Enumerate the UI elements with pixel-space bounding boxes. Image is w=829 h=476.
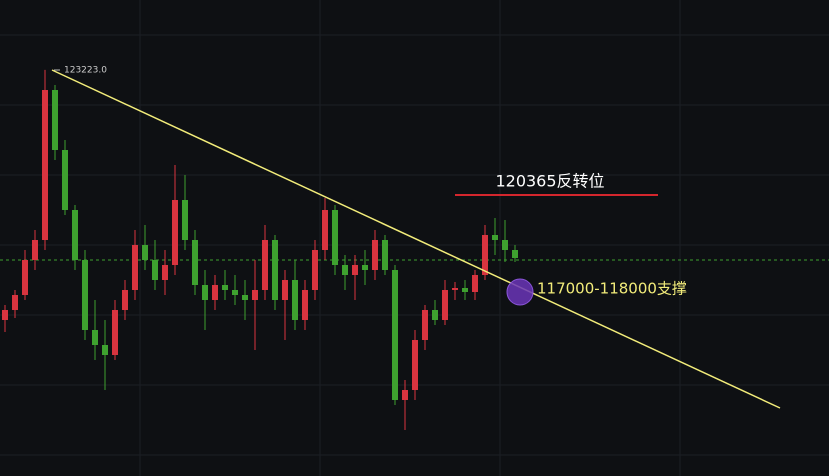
candle-body bbox=[422, 310, 428, 340]
candle-body bbox=[182, 200, 188, 240]
candle-body bbox=[402, 390, 408, 400]
support-label: 117000-118000支撑 bbox=[537, 280, 687, 298]
candle-body bbox=[62, 150, 68, 210]
candle-body bbox=[382, 240, 388, 270]
candle-body bbox=[152, 260, 158, 280]
candle-body bbox=[332, 210, 338, 265]
candle-body bbox=[262, 240, 268, 290]
candle-body bbox=[392, 270, 398, 400]
candle-body bbox=[212, 285, 218, 300]
candle-body bbox=[192, 240, 198, 285]
candle-body bbox=[102, 345, 108, 355]
candle-body bbox=[442, 290, 448, 320]
candle-body bbox=[202, 285, 208, 300]
candle-body bbox=[372, 240, 378, 270]
candle-body bbox=[232, 290, 238, 295]
candle-body bbox=[82, 260, 88, 330]
candle-body bbox=[42, 90, 48, 240]
candle-body bbox=[72, 210, 78, 260]
candle-body bbox=[142, 245, 148, 260]
candle-body bbox=[342, 265, 348, 275]
candle-body bbox=[462, 288, 468, 292]
candle-body bbox=[132, 245, 138, 290]
candle-body bbox=[292, 280, 298, 320]
candle-body bbox=[472, 275, 478, 292]
candle-body bbox=[32, 240, 38, 260]
trend-line bbox=[51, 69, 781, 409]
candle-body bbox=[92, 330, 98, 345]
candle-body bbox=[452, 288, 458, 290]
candle-body bbox=[2, 310, 8, 320]
candle-body bbox=[272, 240, 278, 300]
candle-body bbox=[352, 265, 358, 275]
candle-body bbox=[282, 280, 288, 300]
candles bbox=[2, 69, 518, 430]
candle-body bbox=[242, 295, 248, 300]
resistance-label: 120365反转位 bbox=[495, 172, 604, 191]
candle-body bbox=[172, 200, 178, 265]
candle-body bbox=[492, 235, 498, 240]
peak-label: 123223.0 bbox=[64, 65, 107, 75]
candle-body bbox=[502, 240, 508, 250]
candle-body bbox=[222, 285, 228, 290]
candle-body bbox=[322, 210, 328, 250]
candle-body bbox=[362, 265, 368, 270]
candle-body bbox=[52, 90, 58, 150]
candle-body bbox=[252, 290, 258, 300]
candle-body bbox=[412, 340, 418, 390]
candle-body bbox=[12, 295, 18, 310]
candle-body bbox=[122, 290, 128, 310]
candle-body bbox=[22, 260, 28, 295]
support-marker bbox=[506, 278, 534, 306]
candle-body bbox=[302, 290, 308, 320]
candle-body bbox=[482, 235, 488, 275]
candle-body bbox=[162, 265, 168, 280]
candle-body bbox=[112, 310, 118, 355]
candle-body bbox=[432, 310, 438, 320]
candle-body bbox=[512, 250, 518, 258]
candle-body bbox=[312, 250, 318, 290]
